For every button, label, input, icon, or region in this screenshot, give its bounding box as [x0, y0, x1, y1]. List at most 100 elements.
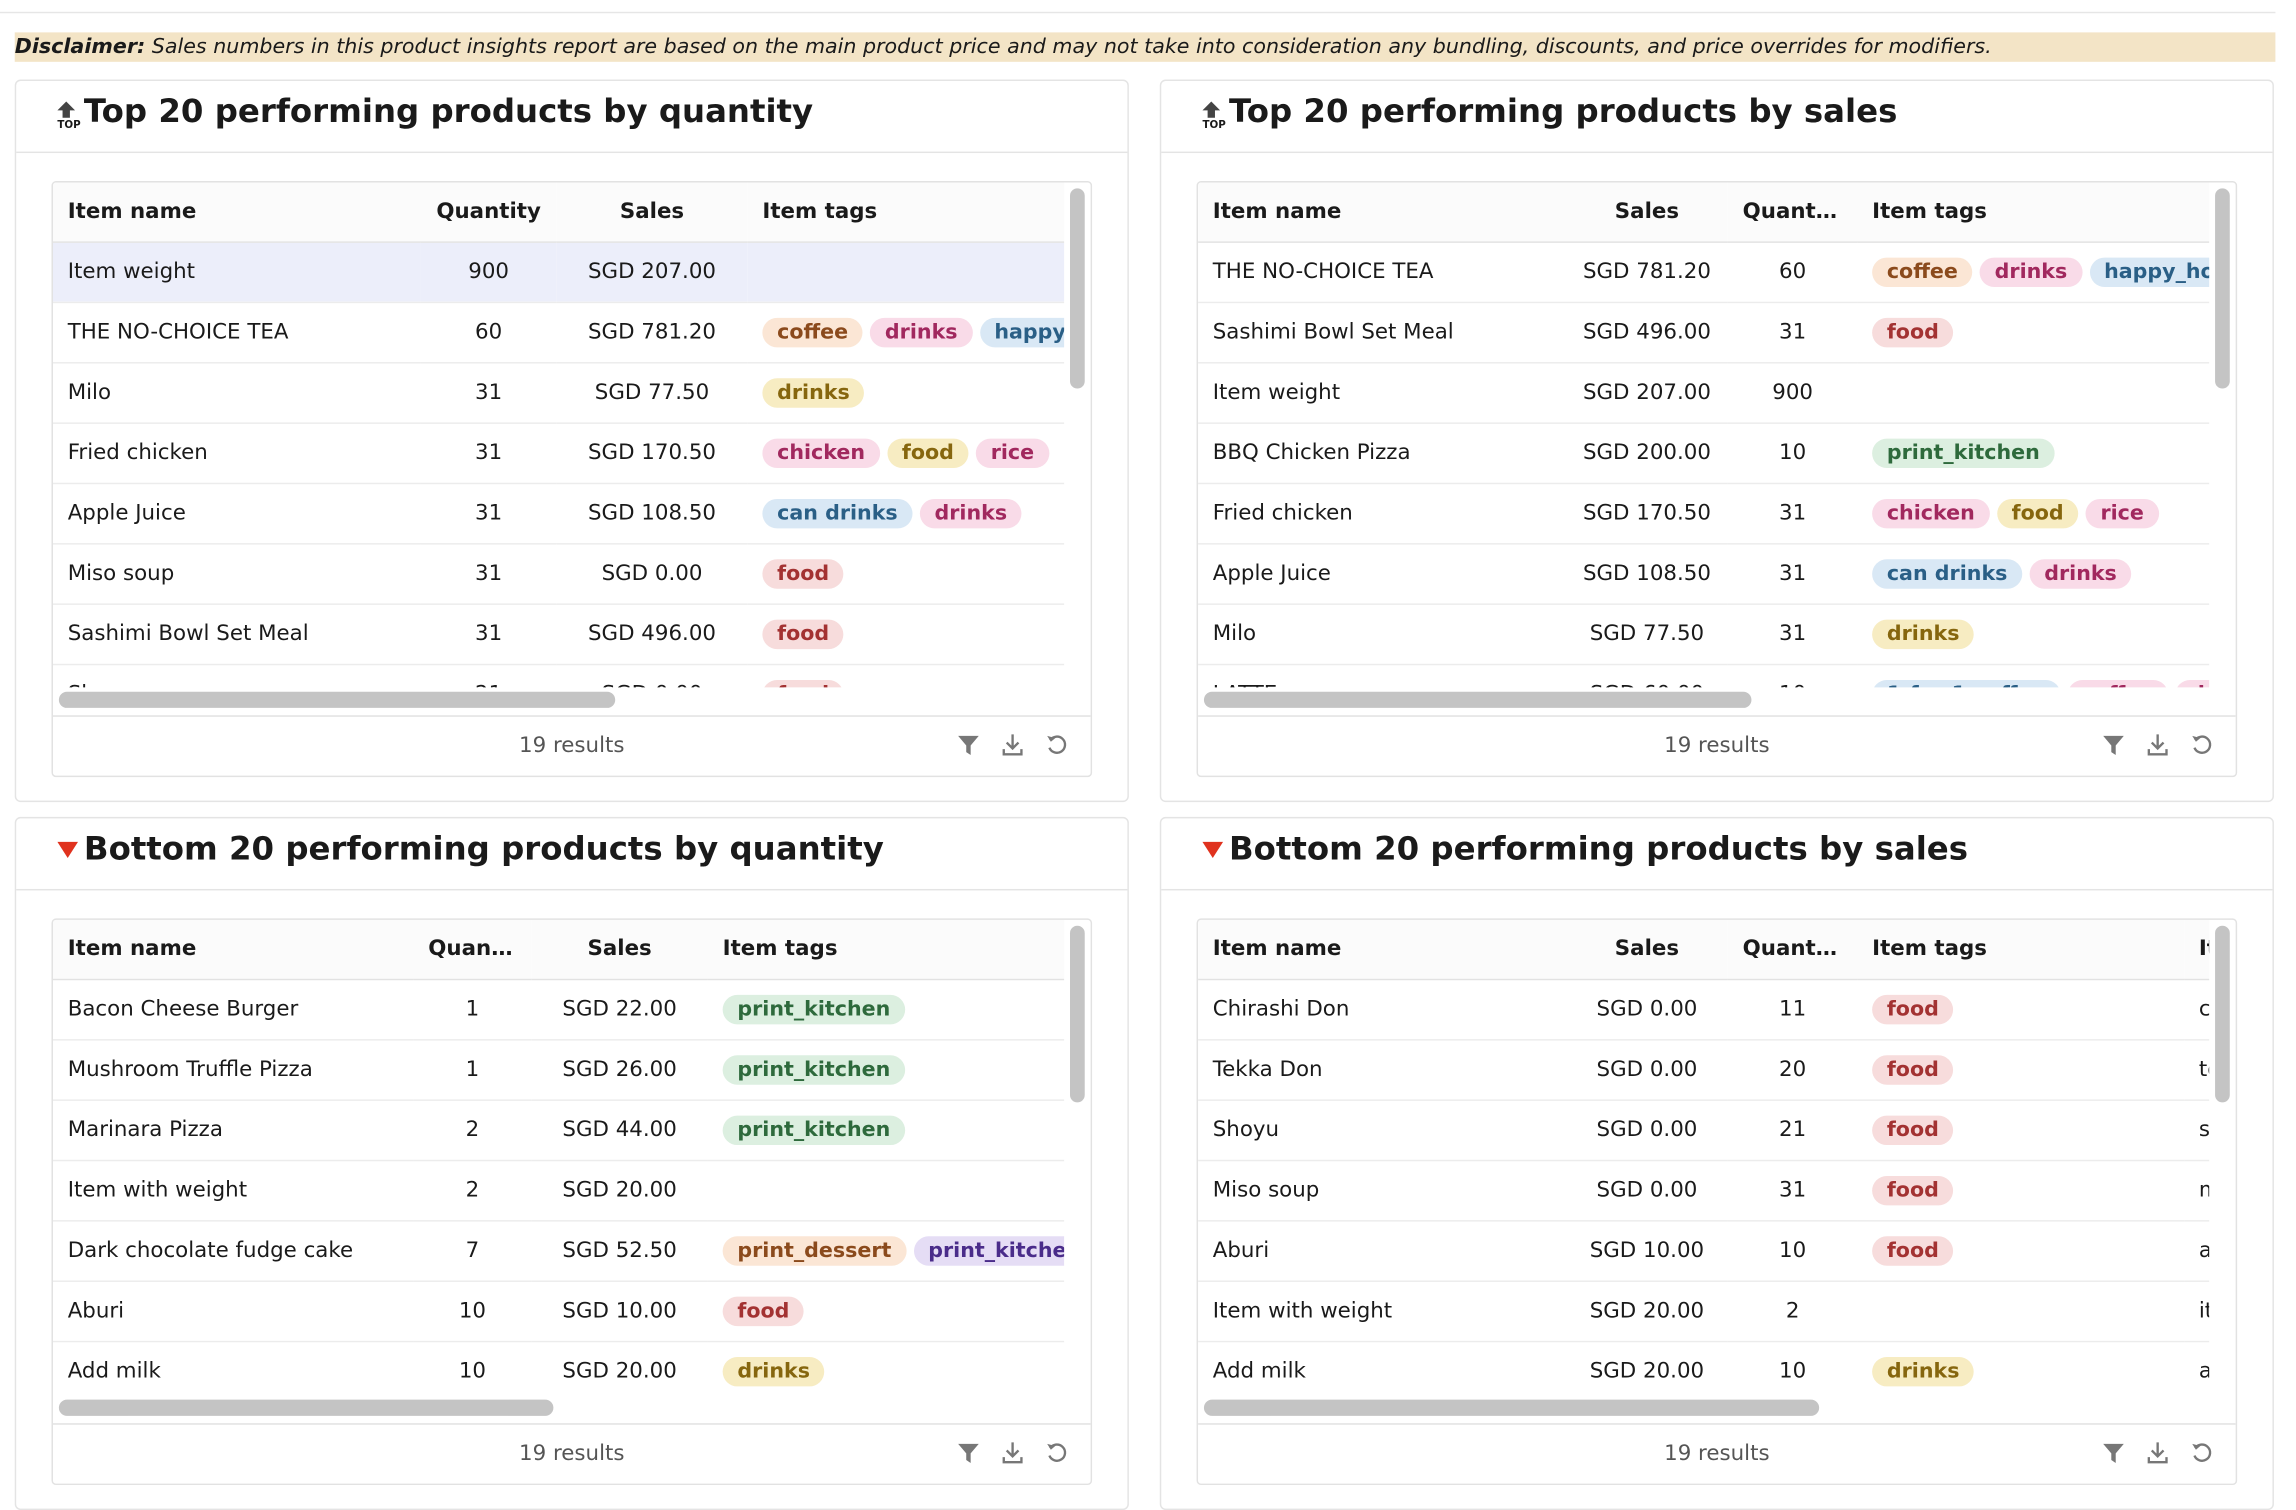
column-header[interactable]: Sales [1565, 182, 1728, 243]
table-row[interactable]: Sashimi Bowl Set Meal SGD 496.00 31 food [1198, 302, 2210, 364]
column-header[interactable]: Item name [1198, 919, 1566, 981]
column-header[interactable]: Sales [531, 919, 708, 981]
table-row[interactable]: BBQ Chicken Pizza SGD 200.00 10 print_kitch… [1198, 423, 2210, 485]
tags-cell: can drinks drinks [1857, 543, 2210, 605]
column-header[interactable]: Quantity [1727, 182, 1858, 243]
filter-button[interactable] [955, 731, 981, 757]
cell: THE NO-CHOICE TEA [52, 302, 421, 364]
cell: Milo [52, 362, 421, 424]
download-button[interactable] [2144, 1439, 2170, 1465]
table-row[interactable]: Sashimi Bowl Set Meal 31 SGD 496.00 food [52, 604, 1065, 666]
table-row[interactable]: Item weight 900 SGD 207.00 [52, 242, 1065, 304]
tag: print_kitchen [1872, 438, 2055, 469]
filter-button[interactable] [2100, 731, 2126, 757]
table-row[interactable]: Item weight SGD 207.00 900 [1198, 362, 2210, 424]
toolbar [938, 1439, 1070, 1468]
table-row[interactable]: Fried chicken SGD 170.50 31 chicken food rice [1198, 483, 2210, 545]
table-row[interactable]: Fried chicken 31 SGD 170.50 chicken food rice [52, 423, 1065, 485]
column-header[interactable]: Item name [52, 182, 421, 243]
cell: Fried chicken [1198, 483, 1566, 545]
table-row[interactable]: THE NO-CHOICE TEA 60 SGD 781.20 coffee drink… [52, 302, 1065, 364]
reset-button[interactable] [1044, 731, 1070, 757]
table-grid: Item name Quantity Sales Item tags Item weig… [52, 182, 1065, 688]
cell: it [2184, 1281, 2210, 1343]
table-row[interactable]: Apple Juice 31 SGD 108.50 can drinks drinks [52, 483, 1065, 545]
column-header[interactable]: Sales [1565, 919, 1728, 981]
down-icon [57, 841, 79, 859]
toolbar [2083, 731, 2215, 760]
cell: Dark chocolate fudge cake [52, 1220, 414, 1282]
column-header[interactable]: Item name [1198, 182, 1566, 243]
divider [0, 11, 2276, 14]
column-header[interactable]: Item tags [747, 182, 1065, 243]
reset-button[interactable] [1044, 1439, 1070, 1465]
reset-button[interactable] [2189, 1439, 2215, 1465]
tag: print_kitchen [722, 994, 906, 1025]
column-header[interactable]: Item tags [707, 919, 1065, 981]
data-table: Item name Quantity Sales Item tags Item weig… [52, 182, 1065, 688]
column-header[interactable]: Quantity [420, 182, 557, 243]
tags-cell: drinks [1857, 604, 2210, 666]
tag: print_kitchen [913, 1236, 1065, 1266]
filter-button[interactable] [2100, 1439, 2126, 1465]
column-header[interactable]: Item tags [1857, 919, 2185, 981]
cell: Aburi [52, 1281, 414, 1343]
table-row[interactable]: Miso soup 31 SGD 0.00 food [52, 543, 1065, 605]
cell: SGD 0.00 [1565, 1100, 1728, 1162]
column-header[interactable]: It [2184, 919, 2210, 981]
column-header[interactable]: Item name [52, 919, 414, 981]
filter-button[interactable] [955, 1439, 981, 1465]
horizontal-scrollbar [1203, 691, 1752, 708]
cell: SGD 0.00 [1565, 979, 1728, 1041]
table-row[interactable]: Milo SGD 77.50 31 drinks [1198, 604, 2210, 666]
panel: Bottom 20 performing products by sales It… [1159, 816, 2274, 1510]
cell: 31 [420, 483, 557, 545]
tags-cell: can drinks drinks [747, 483, 1065, 545]
column-header[interactable]: Quantity [1727, 919, 1858, 981]
table-row[interactable]: Mushroom Truffle Pizza 1 SGD 26.00 print_ki… [52, 1039, 1065, 1101]
panel-icon: TOP [1201, 99, 1227, 131]
result-count: 19 results [519, 1442, 625, 1466]
table-row[interactable]: Item with weight 2 SGD 20.00 [52, 1160, 1065, 1222]
panel-header: TOP Top 20 performing products by sales [1161, 81, 2273, 154]
table-row[interactable]: Bacon Cheese Burger 1 SGD 22.00 print_kitch… [52, 979, 1065, 1041]
table-row[interactable]: Apple Juice SGD 108.50 31 can drinks drinks [1198, 543, 2210, 605]
data-table: Item name Sales Quantity Item tags THE NO-CH… [1198, 182, 2210, 688]
table-row[interactable]: Aburi 10 SGD 10.00 food [52, 1281, 1065, 1343]
download-button[interactable] [2144, 731, 2170, 757]
column-header[interactable]: Quantity [413, 919, 532, 981]
column-header[interactable]: Item tags [1857, 182, 2210, 243]
table-row[interactable]: THE NO-CHOICE TEA SGD 781.20 60 coffee drink… [1198, 242, 2210, 304]
table-row[interactable]: Milo 31 SGD 77.50 drinks [52, 362, 1065, 424]
cell: LATTE [1198, 664, 1566, 688]
table-row[interactable]: Dark chocolate fudge cake 7 SGD 52.50 print… [52, 1220, 1065, 1282]
cell: SGD 20.00 [1565, 1341, 1728, 1396]
column-header[interactable]: Sales [556, 182, 748, 243]
cell: Apple Juice [1198, 543, 1566, 605]
tags-cell [1857, 362, 2210, 424]
cell: Shoyu [52, 664, 421, 688]
cell: SGD 170.50 [556, 423, 748, 485]
cell: 31 [420, 604, 557, 666]
cell: SGD 170.50 [1565, 483, 1728, 545]
table-row[interactable]: Shoyu21SGD 0.00 food [52, 664, 1065, 688]
tag: coffee [2067, 679, 2169, 688]
download-button[interactable] [999, 1439, 1025, 1465]
reset-button[interactable] [2189, 731, 2215, 757]
tags-cell: 1-for-1-coffee coffee drinks [1857, 664, 2210, 688]
table-footer: 19 results [1198, 715, 2236, 775]
download-button[interactable] [999, 731, 1025, 757]
table-row[interactable]: Marinara Pizza 2 SGD 44.00 print_kitchen [52, 1100, 1065, 1162]
table-row[interactable]: Add milk 10 SGD 20.00 drinks [52, 1341, 1065, 1396]
tags-cell: food [747, 664, 1065, 688]
